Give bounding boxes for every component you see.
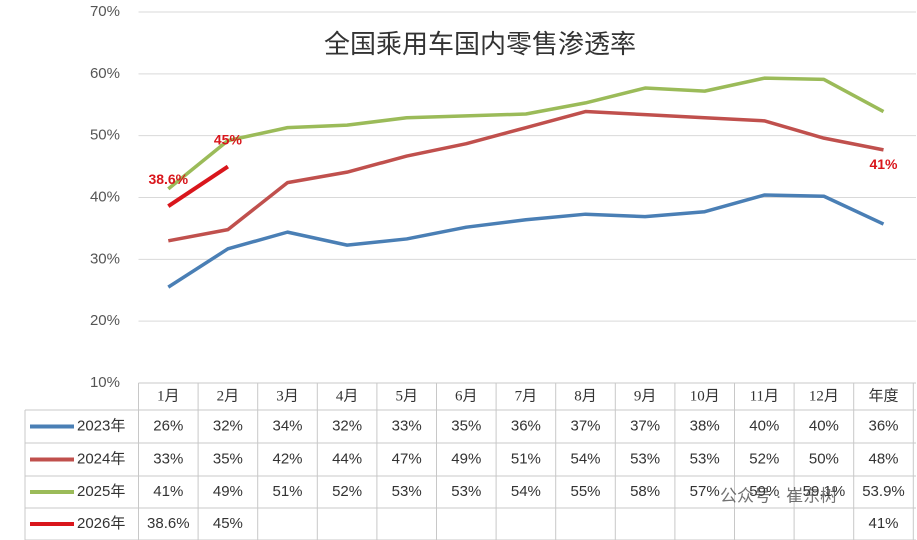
watermark: 公众号 · 崔东树 — [720, 486, 837, 505]
table-cell: 53.9% — [862, 483, 905, 500]
table-cell: 53% — [630, 450, 660, 467]
table-cell: 37% — [630, 417, 660, 434]
table-cell: 59% — [749, 483, 779, 500]
series-line — [167, 164, 230, 208]
table-cell: 47% — [392, 450, 422, 467]
table-cell: 35% — [451, 417, 481, 434]
legend-label: 2023年 — [77, 417, 125, 434]
data-label: 38.6% — [148, 171, 188, 187]
x-tick-label: 年度 — [868, 387, 898, 404]
x-tick-label: 7月 — [515, 388, 538, 404]
legend-label: 2025年 — [77, 483, 125, 500]
legend-label: 2024年 — [77, 450, 125, 467]
table-cell: 58% — [630, 483, 660, 500]
table-cell: 59.1% — [803, 483, 846, 500]
table-cell: 37% — [570, 417, 600, 434]
table-cell: 55% — [570, 483, 600, 500]
table-cell: 45% — [213, 515, 243, 532]
data-label: 41% — [869, 156, 898, 172]
table-cell: 49% — [213, 483, 243, 500]
table-cell: 52% — [332, 483, 362, 500]
table-cell: 32% — [332, 417, 362, 434]
y-tick-label: 40% — [90, 188, 120, 205]
table-cell: 35% — [213, 450, 243, 467]
table-cell: 51% — [272, 483, 302, 500]
table-cell: 53% — [451, 483, 481, 500]
table-cell: 32% — [213, 417, 243, 434]
table-cell: 33% — [392, 417, 422, 434]
x-tick-label: 8月 — [574, 388, 597, 404]
x-tick-label: 5月 — [395, 388, 418, 404]
table-cell: 50% — [809, 450, 839, 467]
table-cell: 38% — [690, 417, 720, 434]
y-tick-label: 70% — [90, 3, 120, 20]
x-tick-label: 6月 — [455, 388, 478, 404]
data-label: 45% — [214, 131, 243, 147]
table-cell: 40% — [809, 417, 839, 434]
x-tick-label: 4月 — [336, 388, 359, 404]
table-cell: 53% — [690, 450, 720, 467]
series-line — [167, 76, 885, 191]
x-tick-label: 9月 — [634, 388, 657, 404]
table-cell: 44% — [332, 450, 362, 467]
table-cell: 51% — [511, 450, 541, 467]
y-tick-label: 30% — [90, 250, 120, 267]
series-line — [167, 109, 884, 243]
y-tick-label: 10% — [90, 374, 120, 391]
table-cell: 49% — [451, 450, 481, 467]
x-tick-label: 3月 — [276, 388, 299, 404]
table-cell: 54% — [570, 450, 600, 467]
table-cell: 36% — [511, 417, 541, 434]
chart-title: 全国乘用车国内零售渗透率 — [324, 30, 636, 59]
table-cell: 38.6% — [147, 515, 190, 532]
table-cell: 54% — [511, 483, 541, 500]
table-cell: 52% — [749, 450, 779, 467]
table-cell: 40% — [749, 417, 779, 434]
table-cell: 26% — [153, 417, 183, 434]
table-cell: 33% — [153, 450, 183, 467]
table-cell: 53% — [392, 483, 422, 500]
y-tick-label: 50% — [90, 127, 120, 144]
x-tick-label: 10月 — [690, 388, 720, 404]
x-tick-label: 12月 — [809, 388, 839, 404]
legend-label: 2026年 — [77, 515, 125, 532]
x-tick-label: 2月 — [217, 388, 240, 404]
y-tick-label: 60% — [90, 65, 120, 82]
table-cell: 41% — [868, 515, 898, 532]
table-cell: 48% — [868, 450, 898, 467]
x-tick-label: 1月 — [157, 388, 180, 404]
y-tick-label: 20% — [90, 312, 120, 329]
x-tick-label: 11月 — [750, 388, 779, 404]
table-cell: 42% — [272, 450, 302, 467]
table-cell: 41% — [153, 483, 183, 500]
table-cell: 34% — [272, 417, 302, 434]
table-cell: 36% — [868, 417, 898, 434]
series-line — [167, 193, 885, 289]
table-cell: 57% — [690, 483, 720, 500]
